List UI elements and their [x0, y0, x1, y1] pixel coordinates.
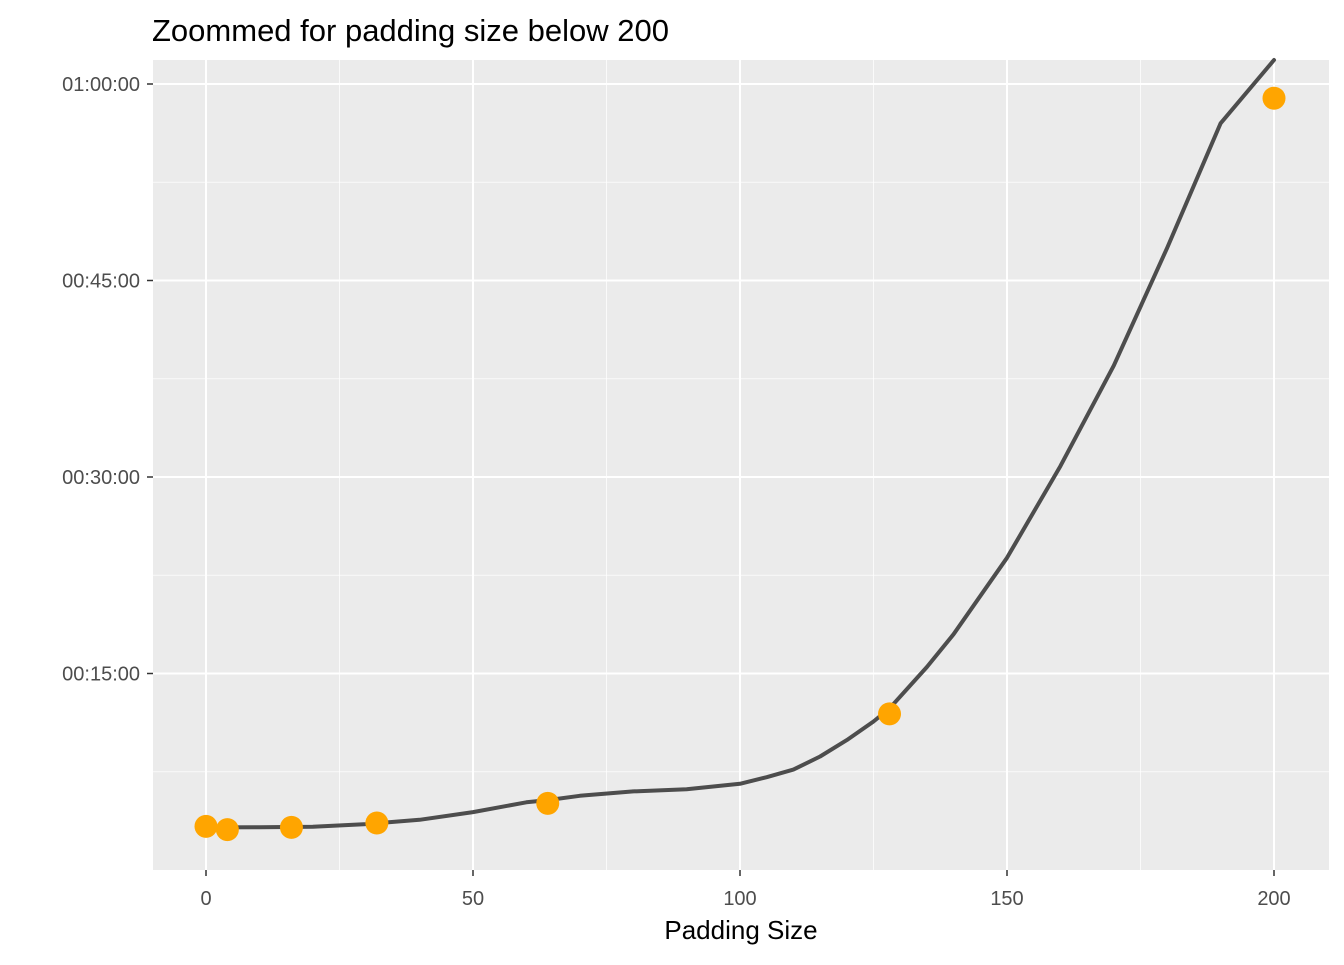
smooth-trend-line: [204, 58, 1276, 830]
x-tick-label: 100: [723, 888, 756, 910]
x-tick-label: 200: [1257, 888, 1290, 910]
chart-title: Zoommed for padding size below 200: [152, 13, 669, 48]
x-axis-title: Padding Size: [664, 915, 817, 945]
y-tick-label: 00:30:00: [62, 467, 140, 489]
x-tick-label: 50: [462, 888, 484, 910]
data-points-layer: [194, 86, 1286, 842]
data-point: [878, 702, 902, 726]
data-point: [215, 818, 239, 842]
y-tick-label: 00:45:00: [62, 271, 140, 293]
data-point: [279, 815, 303, 839]
smooth-line-layer: [204, 58, 1276, 830]
major-gridlines: [153, 60, 1329, 870]
x-tick-label: 150: [990, 888, 1023, 910]
data-point: [536, 791, 560, 815]
y-tick-label: 01:00:00: [62, 74, 140, 96]
data-point: [365, 811, 389, 835]
data-point: [1262, 86, 1286, 110]
y-tick-label: 00:15:00: [62, 664, 140, 686]
axis-layer: 0 50 100 150 200 00:15:00 00:30:00 00:45:00 01:0…: [62, 74, 1291, 910]
x-tick-label: 0: [200, 888, 211, 910]
data-point: [194, 814, 218, 838]
